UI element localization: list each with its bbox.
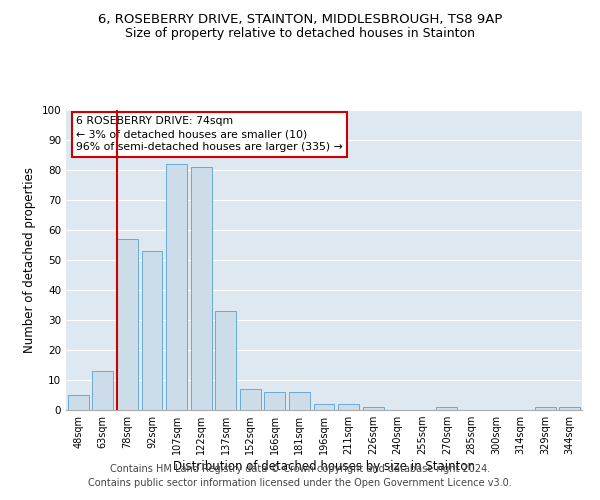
Bar (117, 239, 138, 410)
Bar (362, 407, 383, 410)
Text: 6, ROSEBERRY DRIVE, STAINTON, MIDDLESBROUGH, TS8 9AP: 6, ROSEBERRY DRIVE, STAINTON, MIDDLESBRO… (98, 12, 502, 26)
Y-axis label: Number of detached properties: Number of detached properties (23, 167, 36, 353)
Bar (191, 167, 212, 410)
Text: 6 ROSEBERRY DRIVE: 74sqm
← 3% of detached houses are smaller (10)
96% of semi-de: 6 ROSEBERRY DRIVE: 74sqm ← 3% of detache… (76, 116, 343, 152)
Bar (535, 407, 556, 410)
X-axis label: Distribution of detached houses by size in Stainton: Distribution of detached houses by size … (173, 460, 475, 473)
Bar (436, 407, 457, 410)
Bar (68, 395, 89, 410)
Bar (240, 389, 261, 410)
Text: Size of property relative to detached houses in Stainton: Size of property relative to detached ho… (125, 28, 475, 40)
Text: Contains HM Land Registry data © Crown copyright and database right 2024.
Contai: Contains HM Land Registry data © Crown c… (88, 464, 512, 487)
Bar (559, 407, 580, 410)
Bar (142, 251, 163, 410)
Bar (92, 371, 113, 410)
Bar (314, 404, 334, 410)
Bar (265, 392, 286, 410)
Bar (289, 392, 310, 410)
Bar (338, 404, 359, 410)
Bar (166, 164, 187, 410)
Bar (215, 311, 236, 410)
